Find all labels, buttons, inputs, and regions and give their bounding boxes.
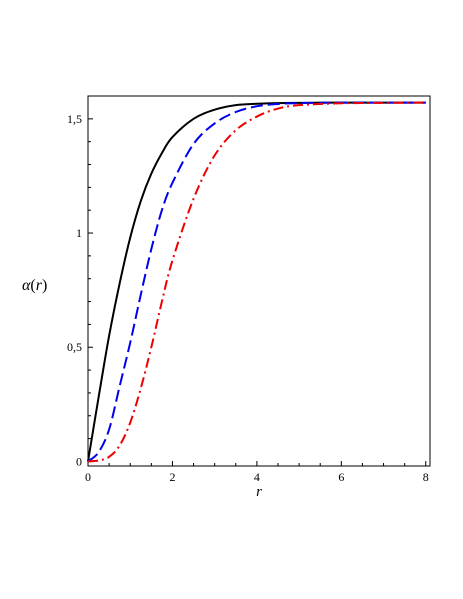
y-tick-label: 0,5 — [67, 340, 82, 354]
x-tick-label: 6 — [338, 470, 344, 484]
x-tick-label: 4 — [254, 470, 260, 484]
x-axis-label: r — [256, 484, 262, 500]
plot-frame — [87, 95, 431, 467]
y-tick-label: 1,5 — [67, 112, 82, 126]
x-tick-label: 0 — [85, 470, 91, 484]
y-axis-label-close: ) — [42, 277, 47, 294]
y-axis-label-open: ( — [30, 277, 35, 294]
y-axis-label-symbol: α — [22, 277, 31, 294]
series-line-3 — [87, 101, 426, 463]
y-tick-label: 1 — [76, 226, 82, 240]
series-line-1 — [87, 101, 426, 462]
x-tick-label: 8 — [423, 470, 429, 484]
y-axis-ticks: 0 0,5 1 1,5 — [67, 112, 93, 468]
y-axis-label: α(r) — [22, 277, 47, 294]
series-line-2 — [87, 101, 426, 463]
series-layer — [87, 101, 426, 463]
x-axis-ticks: 0 2 4 6 8 — [85, 461, 429, 484]
y-axis-label-arg: r — [36, 277, 43, 294]
y-tick-label: 0 — [76, 454, 82, 468]
x-tick-label: 2 — [169, 470, 175, 484]
